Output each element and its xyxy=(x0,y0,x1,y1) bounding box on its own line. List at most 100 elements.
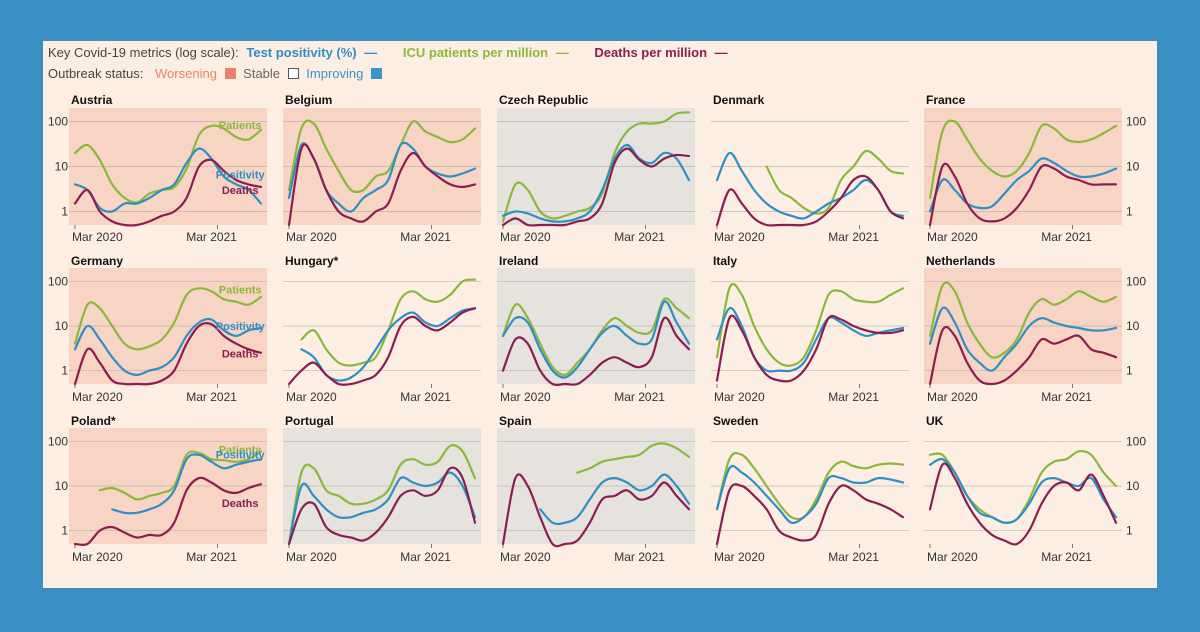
deaths-series-line xyxy=(928,462,1118,546)
deaths-series-line xyxy=(73,322,263,386)
legend-positivity: Test positivity (%) — xyxy=(246,45,378,60)
x-tick-label: Mar 2021 xyxy=(400,550,451,564)
x-tick-label: Mar 2021 xyxy=(614,390,665,404)
y-tick-label: 10 xyxy=(1126,479,1140,493)
y-tick-label: 1 xyxy=(1126,524,1133,538)
status-stable-swatch xyxy=(287,68,299,79)
metrics-legend: Key Covid-19 metrics (log scale): Test p… xyxy=(48,45,736,60)
deaths-series-line xyxy=(73,476,263,547)
patients-series-line xyxy=(715,282,905,367)
deaths-series-line xyxy=(715,314,905,383)
deaths-series-line xyxy=(715,174,905,227)
panel-title: Portugal xyxy=(285,414,334,428)
x-tick-label: Mar 2021 xyxy=(614,230,665,244)
positivity-series-line xyxy=(73,147,263,213)
patients-series-line xyxy=(765,149,905,215)
panel-title: Sweden xyxy=(713,414,758,428)
deaths-series-line xyxy=(287,143,477,227)
country-panel: Spain Mar 2020 Mar 2021 xyxy=(497,414,695,564)
series-label: Patients xyxy=(219,445,262,457)
y-tick-label: 100 xyxy=(48,274,68,288)
y-tick-label: 100 xyxy=(1126,115,1146,129)
panel-title: Denmark xyxy=(713,93,765,107)
x-tick-label: Mar 2020 xyxy=(927,230,978,244)
x-tick-label: Mar 2021 xyxy=(828,550,879,564)
positivity-series-line xyxy=(928,157,1118,213)
x-tick-label: Mar 2021 xyxy=(400,390,451,404)
x-tick-label: Mar 2021 xyxy=(400,230,451,244)
y-tick-label: 1 xyxy=(61,364,68,378)
country-panel: Hungary* Mar 2020 Mar 2021 xyxy=(283,254,481,404)
status-legend-prefix: Outbreak status: xyxy=(48,66,144,81)
x-tick-label: Mar 2020 xyxy=(500,550,551,564)
panel-title: UK xyxy=(926,414,944,428)
series-label: Deaths xyxy=(222,498,259,510)
x-tick-label: Mar 2021 xyxy=(186,230,237,244)
series-label: Deaths xyxy=(222,185,259,197)
x-tick-label: Mar 2021 xyxy=(1041,550,1092,564)
positivity-series-line xyxy=(73,317,263,376)
patients-series-line xyxy=(73,287,263,351)
country-panel: Denmark Mar 2020 Mar 2021 xyxy=(711,93,909,244)
country-panel: Austria 1 10 100 Mar 2020 Mar 2021 Patients Dea… xyxy=(48,93,267,244)
series-label: Deaths xyxy=(222,349,259,361)
x-tick-label: Mar 2021 xyxy=(186,390,237,404)
patients-series-line xyxy=(928,119,1118,199)
series-label: Patients xyxy=(219,120,262,132)
country-panel: Poland* 1 10 100 Mar 2020 Mar 2021 PatientsPos… xyxy=(48,414,267,564)
x-tick-label: Mar 2021 xyxy=(186,550,237,564)
series-label: Patients xyxy=(219,285,262,297)
positivity-series-line xyxy=(539,473,691,526)
x-tick-label: Mar 2020 xyxy=(72,230,123,244)
status-stable-label: Stable xyxy=(243,66,281,81)
positivity-series-line xyxy=(928,306,1118,372)
deaths-series-line xyxy=(928,325,1118,386)
patients-series-line xyxy=(98,450,263,501)
deaths-series-line xyxy=(287,307,477,386)
deaths-series-line xyxy=(501,316,691,387)
y-tick-label: 100 xyxy=(48,434,68,448)
panel-title: Austria xyxy=(71,93,113,107)
y-tick-label: 1 xyxy=(61,204,68,218)
x-tick-label: Mar 2021 xyxy=(1041,390,1092,404)
panel-title: France xyxy=(926,93,966,107)
y-tick-label: 10 xyxy=(1126,319,1140,333)
x-tick-label: Mar 2020 xyxy=(927,550,978,564)
x-tick-label: Mar 2021 xyxy=(1041,230,1092,244)
positivity-series-line xyxy=(715,464,905,525)
status-legend: Outbreak status: Worsening Stable Improv… xyxy=(48,66,386,81)
x-tick-label: Mar 2021 xyxy=(828,230,879,244)
x-tick-label: Mar 2020 xyxy=(500,390,551,404)
patients-series-line xyxy=(73,124,263,204)
legend-patients: ICU patients per million — xyxy=(402,45,569,60)
country-panel: France 1 10 100 Mar 2020 Mar 2021 xyxy=(924,93,1146,244)
y-tick-label: 10 xyxy=(55,479,69,493)
country-panel: Belgium Mar 2020 Mar 2021 xyxy=(283,93,481,244)
country-panel: Germany 1 10 100 Mar 2020 Mar 2021 Patients Pos… xyxy=(48,254,267,404)
y-tick-label: 1 xyxy=(1126,364,1133,378)
deaths-series-line xyxy=(73,158,263,227)
y-tick-label: 1 xyxy=(61,524,68,538)
panel-title: Spain xyxy=(499,414,532,428)
status-improving-label: Improving xyxy=(306,66,364,81)
patients-series-line xyxy=(715,451,905,521)
metrics-legend-prefix: Key Covid-19 metrics (log scale): xyxy=(48,45,239,60)
country-panel: Portugal Mar 2020 Mar 2021 xyxy=(283,414,481,564)
positivity-series-line xyxy=(501,143,691,223)
panel-title: Ireland xyxy=(499,254,538,268)
series-label: Positivity xyxy=(216,450,266,462)
x-tick-label: Mar 2020 xyxy=(286,390,337,404)
x-tick-label: Mar 2021 xyxy=(828,390,879,404)
panel-title: Hungary* xyxy=(285,254,339,268)
positivity-series-line xyxy=(501,300,691,379)
y-tick-label: 100 xyxy=(48,115,68,129)
status-improving-swatch xyxy=(371,68,382,79)
y-tick-label: 10 xyxy=(1126,160,1140,174)
x-tick-label: Mar 2020 xyxy=(286,230,337,244)
panel-title: Italy xyxy=(713,254,737,268)
x-tick-label: Mar 2020 xyxy=(714,390,765,404)
x-tick-label: Mar 2020 xyxy=(714,550,765,564)
panel-title: Netherlands xyxy=(926,254,996,268)
patients-series-line xyxy=(928,281,1118,359)
